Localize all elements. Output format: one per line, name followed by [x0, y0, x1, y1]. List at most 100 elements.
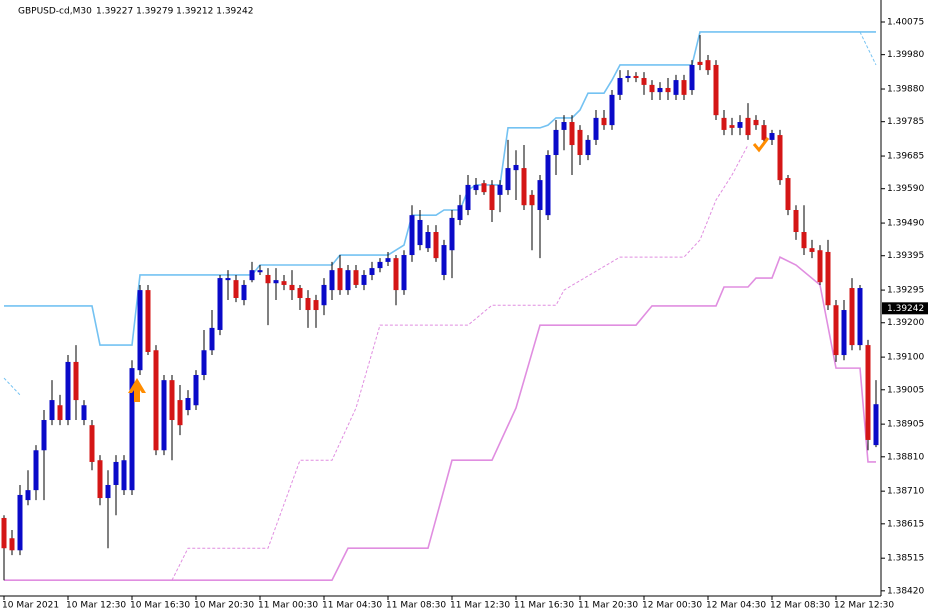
candle-body	[705, 60, 711, 71]
x-tick-label: 11 Mar 04:30	[322, 601, 382, 611]
candle-body	[185, 398, 191, 411]
candle-body	[57, 405, 63, 421]
candle-body	[689, 64, 695, 91]
last-price-box	[882, 302, 928, 315]
indicator-dashed-line	[3, 377, 21, 396]
candle-body	[193, 374, 199, 406]
candle-body	[433, 232, 439, 259]
candle-body	[369, 268, 375, 275]
candle-body	[361, 274, 367, 285]
candle-body	[681, 80, 687, 95]
x-tick-label: 12 Mar 08:30	[770, 601, 830, 611]
candle-body	[385, 258, 391, 262]
y-tick-label: 1.39490	[887, 219, 924, 229]
candle-body	[305, 298, 311, 311]
y-tick-label: 1.39100	[887, 353, 924, 363]
candle-body	[273, 280, 279, 284]
candle-body	[321, 284, 327, 306]
y-tick-label: 1.39295	[887, 286, 924, 296]
candle-body	[561, 122, 567, 130]
candle-body	[665, 87, 671, 93]
candle-body	[793, 210, 799, 233]
plot-area	[1, 31, 879, 581]
candle-body	[1, 517, 7, 549]
x-tick-label: 10 Mar 12:30	[66, 601, 126, 611]
x-tick-label: 10 Mar 20:30	[194, 601, 254, 611]
candle-body	[353, 270, 359, 285]
candle-body	[465, 184, 471, 211]
candle-body	[137, 290, 143, 371]
candle-body	[257, 270, 263, 273]
candle-body	[289, 284, 295, 291]
candle-body	[297, 288, 303, 298]
candle-body	[849, 288, 855, 346]
ohlc-readout: 1.39227 1.39279 1.39212 1.39242	[96, 7, 253, 17]
candle-body	[513, 164, 519, 171]
x-tick-label: 11 Mar 08:30	[386, 601, 446, 611]
x-tick-label: 11 Mar 00:30	[258, 601, 318, 611]
candle-body	[345, 270, 351, 291]
candle-body	[41, 420, 47, 451]
candle-body	[401, 255, 407, 291]
candle-body	[729, 125, 735, 128]
y-tick-label: 1.40075	[887, 17, 924, 27]
candle-body	[673, 80, 679, 95]
candle-body	[17, 494, 23, 551]
candle-body	[97, 460, 103, 499]
candle-body	[473, 184, 479, 191]
candle-body	[857, 288, 863, 346]
candle-body	[825, 251, 831, 306]
candle-body	[9, 538, 15, 551]
candle-body	[217, 278, 223, 330]
candle-body	[481, 183, 487, 193]
candle-body	[577, 129, 583, 156]
candle-body	[33, 450, 39, 491]
y-tick-label: 1.39005	[887, 385, 924, 395]
candle-body	[649, 84, 655, 93]
candle-body	[785, 178, 791, 211]
y-tick-label: 1.39590	[887, 184, 924, 194]
candle-body	[737, 122, 743, 128]
last-price-label: 1.39242	[887, 304, 924, 314]
x-tick-label: 12 Mar 00:30	[642, 601, 702, 611]
candle-body	[337, 268, 343, 291]
candle-body	[833, 305, 839, 356]
candle-body	[489, 184, 495, 211]
candle-body	[449, 217, 455, 251]
candle-body	[417, 219, 423, 246]
candle-body	[89, 425, 95, 462]
candle-body	[873, 404, 879, 446]
x-tick-label: 11 Mar 16:30	[514, 601, 574, 611]
candle-body	[329, 270, 335, 291]
y-tick-label: 1.38905	[887, 420, 924, 430]
candle-body	[697, 61, 703, 65]
candle-body	[753, 119, 759, 126]
candle-body	[521, 168, 527, 206]
indicator-line	[4, 255, 876, 581]
candle-body	[105, 484, 111, 499]
candle-body	[73, 361, 79, 401]
candle-body	[313, 300, 319, 311]
y-tick-label: 1.38420	[887, 586, 924, 596]
candle-body	[841, 310, 847, 356]
candle-body	[281, 281, 287, 285]
y-tick-label: 1.39200	[887, 318, 924, 328]
candle-body	[529, 194, 535, 206]
x-tick-label: 12 Mar 12:30	[834, 601, 894, 611]
candle-body	[745, 117, 751, 136]
candle-body	[169, 380, 175, 421]
candle-body	[65, 361, 71, 421]
y-tick-label: 1.38810	[887, 452, 924, 462]
candle-body	[121, 460, 127, 491]
y-tick-label: 1.39880	[887, 85, 924, 95]
candle-body	[153, 350, 159, 451]
indicator-dashed-line	[859, 31, 877, 66]
candle-body	[537, 180, 543, 211]
candle-body	[601, 117, 607, 126]
y-tick-label: 1.39685	[887, 152, 924, 162]
x-tick-label: 11 Mar 12:30	[450, 601, 510, 611]
candle-body	[769, 133, 775, 140]
signal-check	[752, 137, 770, 153]
y-tick-label: 1.38710	[887, 487, 924, 497]
